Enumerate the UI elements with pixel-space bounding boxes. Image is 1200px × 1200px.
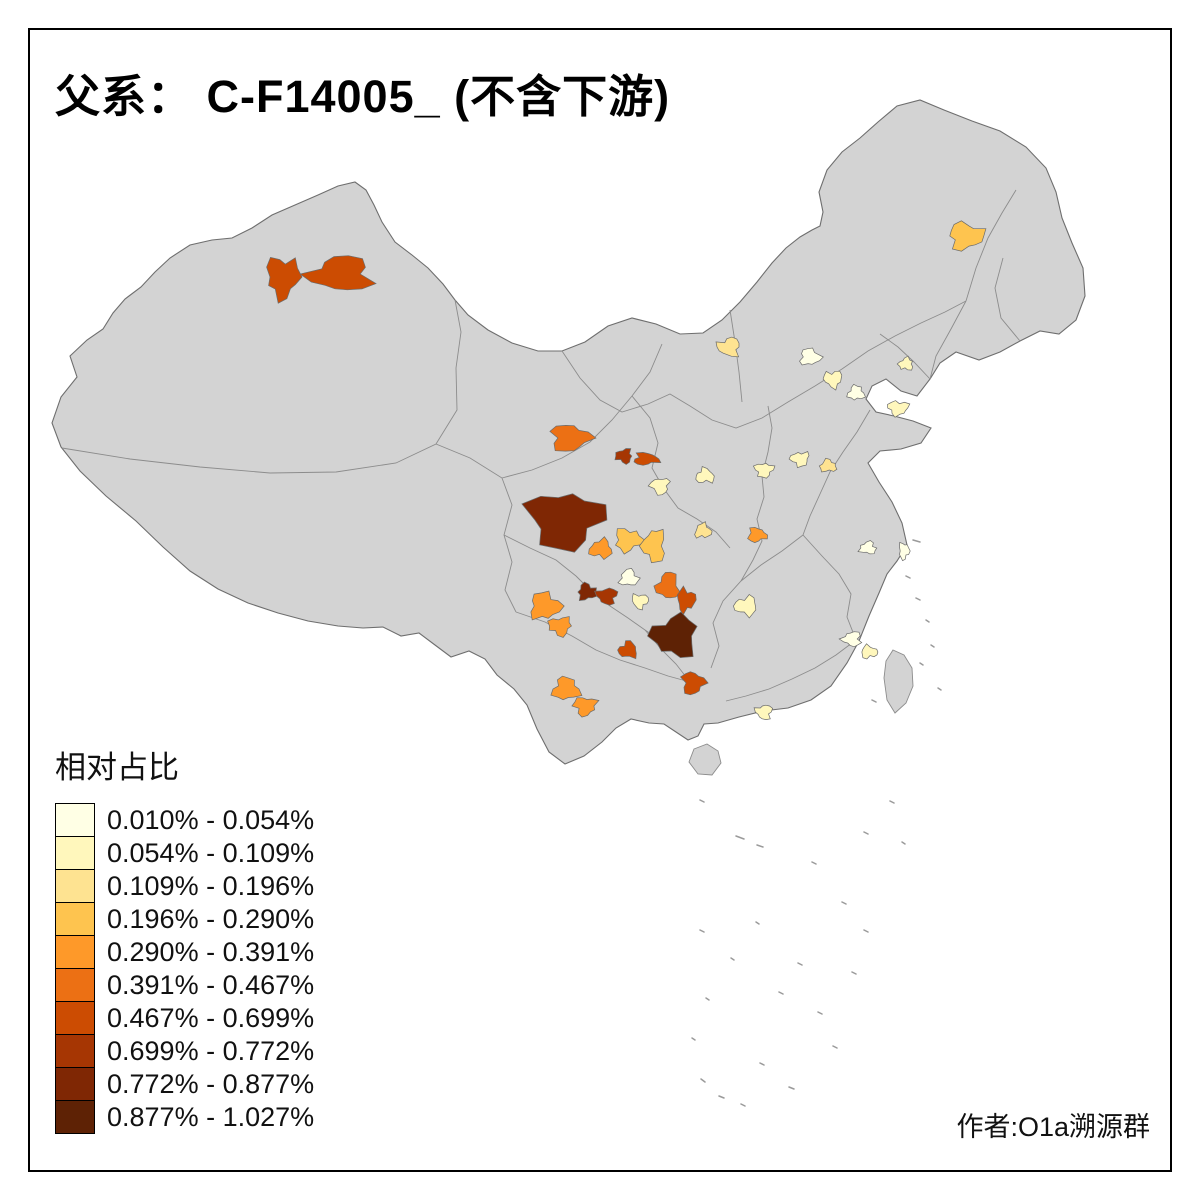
- province-boundary: [802, 534, 857, 641]
- legend-swatch: [55, 1034, 95, 1068]
- province-boundary: [725, 639, 857, 702]
- legend-item: 0.290% - 0.391%: [55, 935, 314, 969]
- map-regions: [266, 220, 987, 720]
- map-region: [788, 451, 810, 469]
- legend-title: 相对占比: [55, 750, 179, 785]
- south-china-sea-islands: [691, 799, 906, 1107]
- map-region: [550, 675, 583, 701]
- legend-item: 0.054% - 0.109%: [55, 836, 314, 870]
- map-region: [615, 528, 646, 555]
- legend-swatch: [55, 935, 95, 969]
- province-boundary: [435, 443, 517, 613]
- province-boundary: [929, 300, 967, 380]
- map-region: [547, 616, 572, 638]
- legend-swatch: [55, 902, 95, 936]
- map-region: [822, 370, 843, 391]
- map-region: [653, 571, 682, 599]
- map-region: [266, 256, 303, 304]
- map-region: [857, 540, 878, 555]
- legend-label: 0.467% - 0.699%: [107, 1002, 315, 1033]
- map-region: [638, 528, 665, 564]
- legend-item: 0.699% - 0.772%: [55, 1034, 314, 1068]
- map-region: [521, 493, 608, 553]
- province-boundary: [561, 300, 967, 429]
- map-region: [818, 457, 838, 473]
- map-region: [594, 587, 619, 606]
- legend-items: 0.010% - 0.054% 0.054% - 0.109% 0.109% - 0…: [55, 803, 314, 1134]
- map-region: [695, 466, 715, 484]
- legend-item: 0.109% - 0.196%: [55, 869, 314, 903]
- legend-swatch: [55, 836, 95, 870]
- map-region: [694, 521, 713, 539]
- legend-item: 0.196% - 0.290%: [55, 902, 314, 936]
- map-region: [747, 526, 768, 543]
- legend: 相对占比 0.010% - 0.054% 0.054% - 0.109% 0.109…: [55, 742, 314, 1134]
- map-region: [753, 704, 774, 720]
- legend-label: 0.196% - 0.290%: [107, 903, 315, 934]
- map-region: [949, 220, 987, 252]
- coastal-islets: [871, 539, 942, 703]
- province-boundary: [994, 257, 1021, 342]
- map-region: [846, 383, 866, 401]
- province-boundary: [965, 189, 1017, 302]
- legend-label: 0.772% - 0.877%: [107, 1068, 315, 1099]
- legend-swatch: [55, 1100, 95, 1134]
- province-boundaries: [61, 189, 1021, 702]
- map-region: [299, 255, 377, 291]
- attribution: 作者:O1a溯源群: [956, 1112, 1150, 1142]
- legend-label: 0.054% - 0.109%: [107, 837, 315, 868]
- map-region: [887, 400, 911, 418]
- taiwan-island: [883, 649, 914, 714]
- legend-swatch: [55, 869, 95, 903]
- map-region: [633, 452, 662, 466]
- province-boundary: [501, 343, 663, 479]
- map-region: [632, 592, 649, 611]
- map-region: [571, 697, 600, 718]
- map-region: [752, 462, 776, 479]
- province-boundary: [879, 333, 931, 380]
- map-region: [549, 425, 597, 452]
- map-region: [617, 568, 641, 586]
- legend-swatch: [55, 1067, 95, 1101]
- legend-label: 0.391% - 0.467%: [107, 969, 315, 1000]
- map-region: [679, 671, 709, 696]
- legend-item: 0.467% - 0.699%: [55, 1001, 314, 1035]
- map-region: [896, 355, 914, 371]
- province-boundary: [802, 409, 871, 536]
- legend-swatch: [55, 803, 95, 837]
- province-boundary: [710, 534, 804, 669]
- page-title: 父系： C-F14005_ (不含下游): [55, 71, 671, 122]
- map-region: [617, 640, 637, 660]
- map-region: [614, 448, 633, 465]
- map-region: [647, 478, 671, 496]
- legend-label: 0.010% - 0.054%: [107, 804, 315, 835]
- hainan-island: [688, 743, 722, 776]
- legend-label: 0.290% - 0.391%: [107, 936, 315, 967]
- legend-item: 0.877% - 1.027%: [55, 1100, 314, 1134]
- map-region: [647, 611, 698, 658]
- legend-item: 0.772% - 0.877%: [55, 1067, 314, 1101]
- legend-item: 0.391% - 0.467%: [55, 968, 314, 1002]
- legend-item: 0.010% - 0.054%: [55, 803, 314, 837]
- map-region: [838, 631, 863, 648]
- map-region: [577, 581, 598, 602]
- map-region: [530, 590, 565, 621]
- legend-swatch: [55, 968, 95, 1002]
- legend-swatch: [55, 1001, 95, 1035]
- province-boundary: [740, 405, 773, 582]
- map-region: [588, 536, 613, 560]
- map-region: [899, 541, 911, 562]
- legend-label: 0.109% - 0.196%: [107, 870, 315, 901]
- map-region: [733, 594, 757, 619]
- map-region: [861, 643, 879, 660]
- legend-label: 0.877% - 1.027%: [107, 1101, 315, 1132]
- map-region: [715, 336, 740, 358]
- legend-label: 0.699% - 0.772%: [107, 1035, 315, 1066]
- province-boundary: [61, 299, 462, 474]
- map-region: [676, 585, 697, 616]
- map-region: [799, 347, 824, 366]
